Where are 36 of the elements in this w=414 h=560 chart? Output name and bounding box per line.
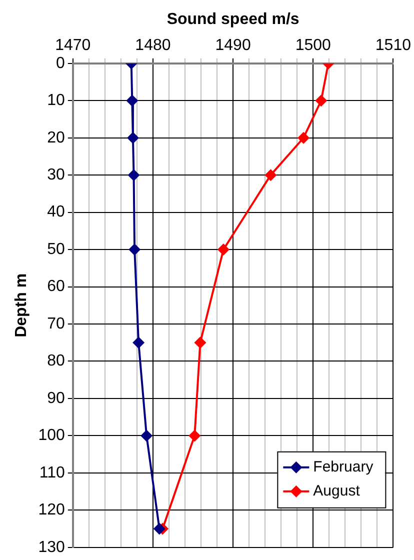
point [315,94,328,107]
point [140,430,153,442]
y-tick-label: 50 [47,240,65,258]
y-tick-label: 90 [47,390,65,407]
y-tick-label: 60 [47,278,65,296]
point [194,336,206,349]
point [126,94,138,107]
point [132,336,145,349]
x-axis-title: Sound speed m/s [166,11,300,28]
y-tick-label: 20 [47,129,65,146]
x-tick-label: 1490 [215,37,251,54]
y-tick-label: 70 [47,315,65,332]
x-tick-label: 1510 [375,37,412,54]
y-tick-label: 30 [47,166,65,184]
point [298,132,310,144]
point [153,522,166,535]
y-axis-title: Depth m [13,273,30,338]
point [264,169,277,182]
point [188,430,201,442]
point [126,132,139,144]
legend-label: February [313,458,374,476]
y-tick-label: 40 [47,204,65,221]
point [217,244,230,256]
point [128,169,140,182]
y-tick-label: 80 [47,352,65,370]
y-tick-label: 120 [38,502,65,519]
y-tick-label: 100 [38,427,65,444]
y-tick-label: 130 [38,538,65,556]
x-tick-label: 1500 [295,37,332,54]
y-tick-label: 110 [39,464,65,482]
x-tick-label: 1470 [55,37,91,54]
x-tick-label: 1480 [135,37,171,54]
y-tick-label: 10 [47,92,65,110]
legend-label: August [313,482,361,500]
point [128,244,141,256]
y-tick-label: 0 [56,54,65,72]
